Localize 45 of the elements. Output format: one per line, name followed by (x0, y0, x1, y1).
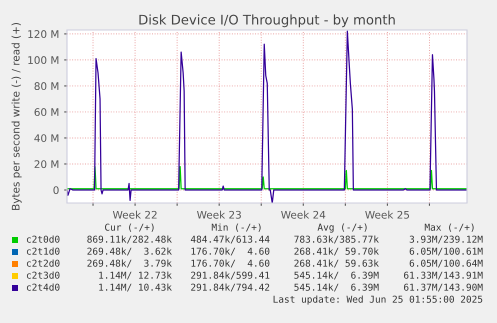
x-tick-label: Week 22 (112, 210, 157, 219)
line-series (67, 166, 467, 190)
text: 869.11k/282.48k (87, 235, 172, 244)
y-tick-label: 40 M (34, 134, 58, 142)
text: Min (-/+) (212, 223, 261, 232)
x-tick-label: Week 25 (365, 210, 410, 219)
x-tick-label: Week 24 (281, 210, 326, 219)
text: 484.47k/613.44 (190, 235, 270, 244)
text: 783.63k/385.77k (294, 235, 379, 244)
text: 176.70k/ 4.60 (192, 247, 270, 256)
legend-label: c2t1d0 (26, 247, 60, 255)
y-tick-label: 60 M (34, 108, 58, 116)
text: 269.48k/ 3.79k (87, 259, 172, 268)
text: 61.37M/143.90M (404, 284, 483, 292)
y-tick-label: 0 (53, 186, 59, 194)
chart-title: Disk Device I/O Throughput - by month (139, 14, 395, 28)
legend-label: c2t3d0 (26, 271, 60, 279)
y-tick-label: 80 M (34, 82, 58, 90)
text: 176.70k/ 4.60 (192, 259, 270, 268)
legend-label: c2t0d0 (26, 235, 60, 243)
y-tick-label: 20 M (34, 160, 58, 168)
text: 268.41k/ 59.70k (294, 247, 379, 256)
text: Last update: Wed Jun 25 01:55:00 2025 (274, 295, 482, 305)
y-tick-label: 100 M (28, 56, 58, 64)
text: 61.33M/143.91M (404, 272, 483, 280)
text: 3.93M/239.12M (410, 236, 483, 244)
x-tick-label: Week 23 (196, 210, 241, 219)
y-tick-label: 120 M (28, 30, 58, 38)
text: Avg (-/+) (318, 223, 367, 233)
text: 291.84k/794.42 (191, 283, 270, 292)
text: 545.14k/ 6.39M (294, 283, 379, 292)
text: 269.48k/ 3.62k (87, 247, 172, 256)
text: 1.14M/ 10.43k (99, 283, 172, 292)
text: 6.05M/100.61M (410, 248, 483, 256)
text: 291.84k/599.41 (191, 271, 270, 280)
text: Max (-/+) (424, 223, 474, 232)
line-series (67, 30, 467, 203)
text: 6.05M/100.64M (410, 260, 483, 268)
legend-label: c2t4d0 (26, 283, 60, 291)
y-axis-title: Bytes per second write (-) / read (+) (12, 23, 22, 210)
text: 268.41k/ 59.63k (294, 259, 379, 268)
text: 1.14M/ 12.73k (99, 271, 172, 280)
text: 545.14k/ 6.39M (294, 271, 379, 280)
legend-label: c2t2d0 (26, 259, 60, 267)
text: Cur (-/+) (105, 223, 154, 232)
